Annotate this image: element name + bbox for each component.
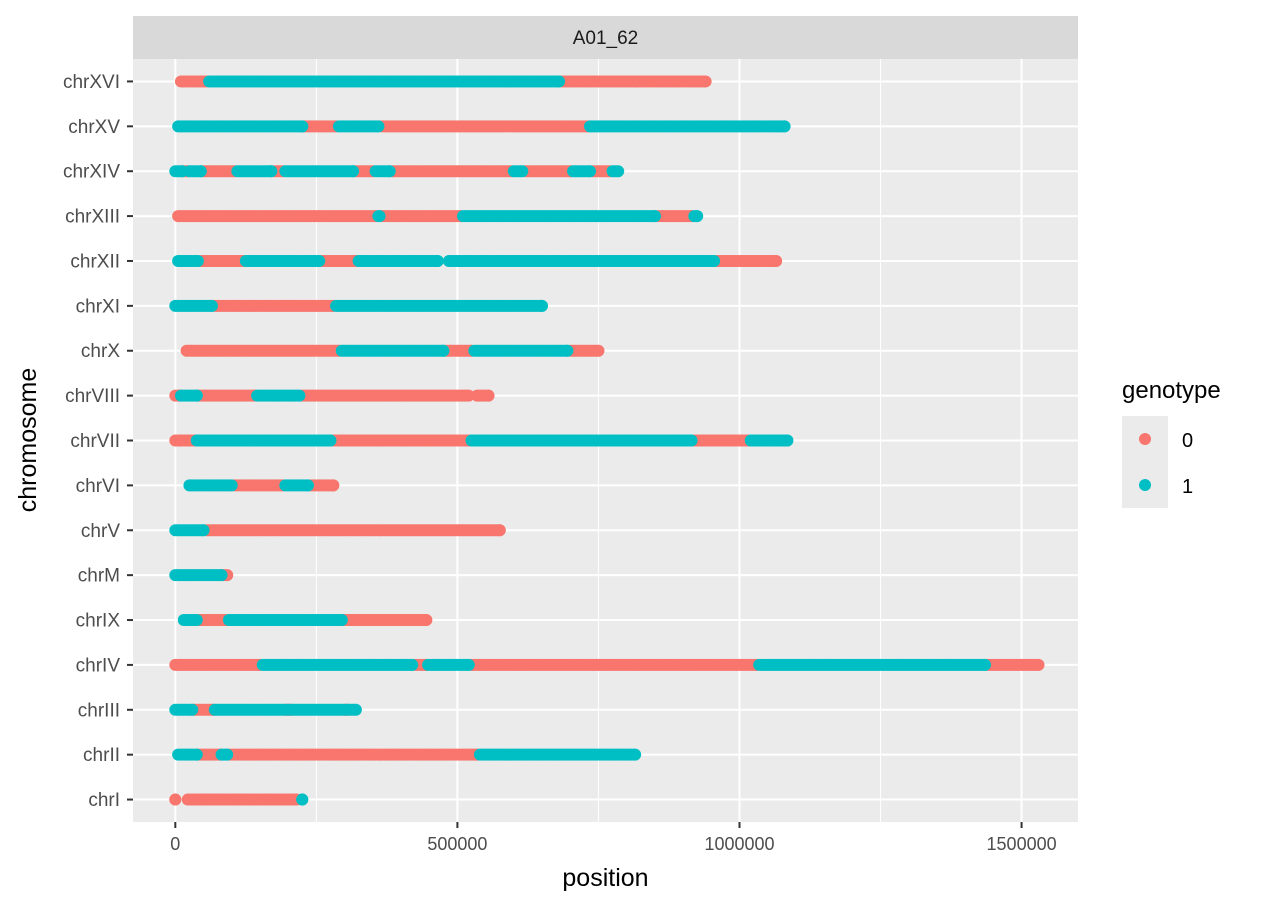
data-point bbox=[221, 748, 234, 761]
x-axis-title: position bbox=[562, 864, 648, 892]
data-point bbox=[293, 389, 306, 402]
data-point bbox=[194, 165, 207, 178]
data-point bbox=[169, 793, 182, 806]
data-point bbox=[335, 614, 348, 627]
legend-title: genotype bbox=[1122, 377, 1221, 404]
data-point bbox=[383, 165, 396, 178]
y-tick-label: chrXV bbox=[68, 117, 120, 138]
y-tick-label: chrXIV bbox=[63, 162, 120, 183]
data-points bbox=[169, 75, 1045, 806]
data-point bbox=[1032, 658, 1045, 671]
data-point bbox=[536, 299, 549, 312]
data-point bbox=[373, 210, 386, 223]
x-tick-label: 0 bbox=[170, 834, 180, 854]
y-tick-label: chrXVI bbox=[63, 72, 120, 93]
data-point bbox=[462, 389, 475, 402]
y-tick-label: chrVIII bbox=[65, 386, 120, 407]
y-tick-label: chrI bbox=[88, 790, 120, 811]
legend-label-1: 1 bbox=[1182, 476, 1193, 498]
data-point bbox=[516, 165, 529, 178]
data-point bbox=[691, 210, 704, 223]
data-point bbox=[190, 748, 203, 761]
y-tick-label: chrIII bbox=[78, 700, 120, 721]
y-tick-label: chrIX bbox=[76, 611, 121, 632]
data-point bbox=[225, 479, 238, 492]
data-point bbox=[215, 569, 228, 582]
data-point bbox=[191, 254, 204, 267]
data-point bbox=[296, 793, 309, 806]
x-tick-label: 1500000 bbox=[987, 834, 1057, 854]
data-point bbox=[265, 165, 278, 178]
data-point bbox=[327, 479, 340, 492]
data-point bbox=[431, 254, 444, 267]
data-point bbox=[349, 703, 362, 716]
data-point bbox=[190, 614, 203, 627]
data-point bbox=[552, 75, 565, 88]
data-point bbox=[313, 254, 326, 267]
y-tick-label: chrXII bbox=[70, 251, 120, 272]
data-point bbox=[770, 254, 783, 267]
major-gridlines bbox=[133, 59, 1078, 822]
x-tick-label: 500000 bbox=[427, 834, 487, 854]
legend-key-0-dot bbox=[1139, 433, 1151, 445]
data-point bbox=[781, 434, 794, 447]
legend: genotype 0 1 bbox=[1122, 377, 1221, 508]
y-tick-label: chrVI bbox=[76, 476, 120, 497]
data-point bbox=[437, 344, 450, 357]
data-point bbox=[685, 434, 698, 447]
legend-key-1-dot bbox=[1139, 479, 1151, 491]
data-point bbox=[629, 748, 642, 761]
y-tick-label: chrXI bbox=[76, 296, 120, 317]
data-point bbox=[583, 165, 596, 178]
data-point bbox=[482, 389, 495, 402]
facet-label: A01_62 bbox=[573, 28, 639, 49]
data-point bbox=[612, 165, 625, 178]
x-tick-label: 1000000 bbox=[704, 834, 774, 854]
data-point bbox=[347, 165, 360, 178]
y-tick-label: chrM bbox=[78, 566, 120, 587]
y-tick-label: chrXIII bbox=[65, 207, 120, 228]
data-point bbox=[699, 75, 712, 88]
data-point bbox=[648, 210, 661, 223]
facet-strip bbox=[133, 16, 1078, 59]
series-genotype-1 bbox=[169, 75, 991, 806]
y-tick-label: chrX bbox=[81, 341, 120, 362]
data-point bbox=[778, 120, 791, 133]
legend-label-0: 0 bbox=[1182, 430, 1193, 452]
data-point bbox=[186, 703, 199, 716]
data-point bbox=[561, 344, 574, 357]
y-axis-title: chromosome bbox=[14, 368, 42, 513]
data-point bbox=[462, 658, 475, 671]
y-tick-label: chrII bbox=[83, 745, 120, 766]
y-tick-label: chrVII bbox=[70, 431, 120, 452]
data-point bbox=[592, 344, 605, 357]
data-point bbox=[406, 658, 419, 671]
y-tick-label: chrV bbox=[81, 521, 120, 542]
data-point bbox=[301, 479, 314, 492]
data-point bbox=[296, 120, 309, 133]
data-point bbox=[493, 524, 506, 537]
data-point bbox=[190, 389, 203, 402]
data-point bbox=[197, 524, 210, 537]
data-point bbox=[978, 658, 991, 671]
x-axis: 0 500000 1000000 1500000 bbox=[170, 822, 1057, 854]
data-point bbox=[708, 254, 721, 267]
data-point bbox=[324, 434, 337, 447]
y-axis: chrI chrII chrIII chrIV chrIX chrM chrV chrVI ch… bbox=[63, 72, 133, 811]
data-point bbox=[372, 120, 385, 133]
data-point bbox=[205, 299, 218, 312]
data-point bbox=[420, 614, 433, 627]
y-tick-label: chrIV bbox=[76, 655, 121, 676]
